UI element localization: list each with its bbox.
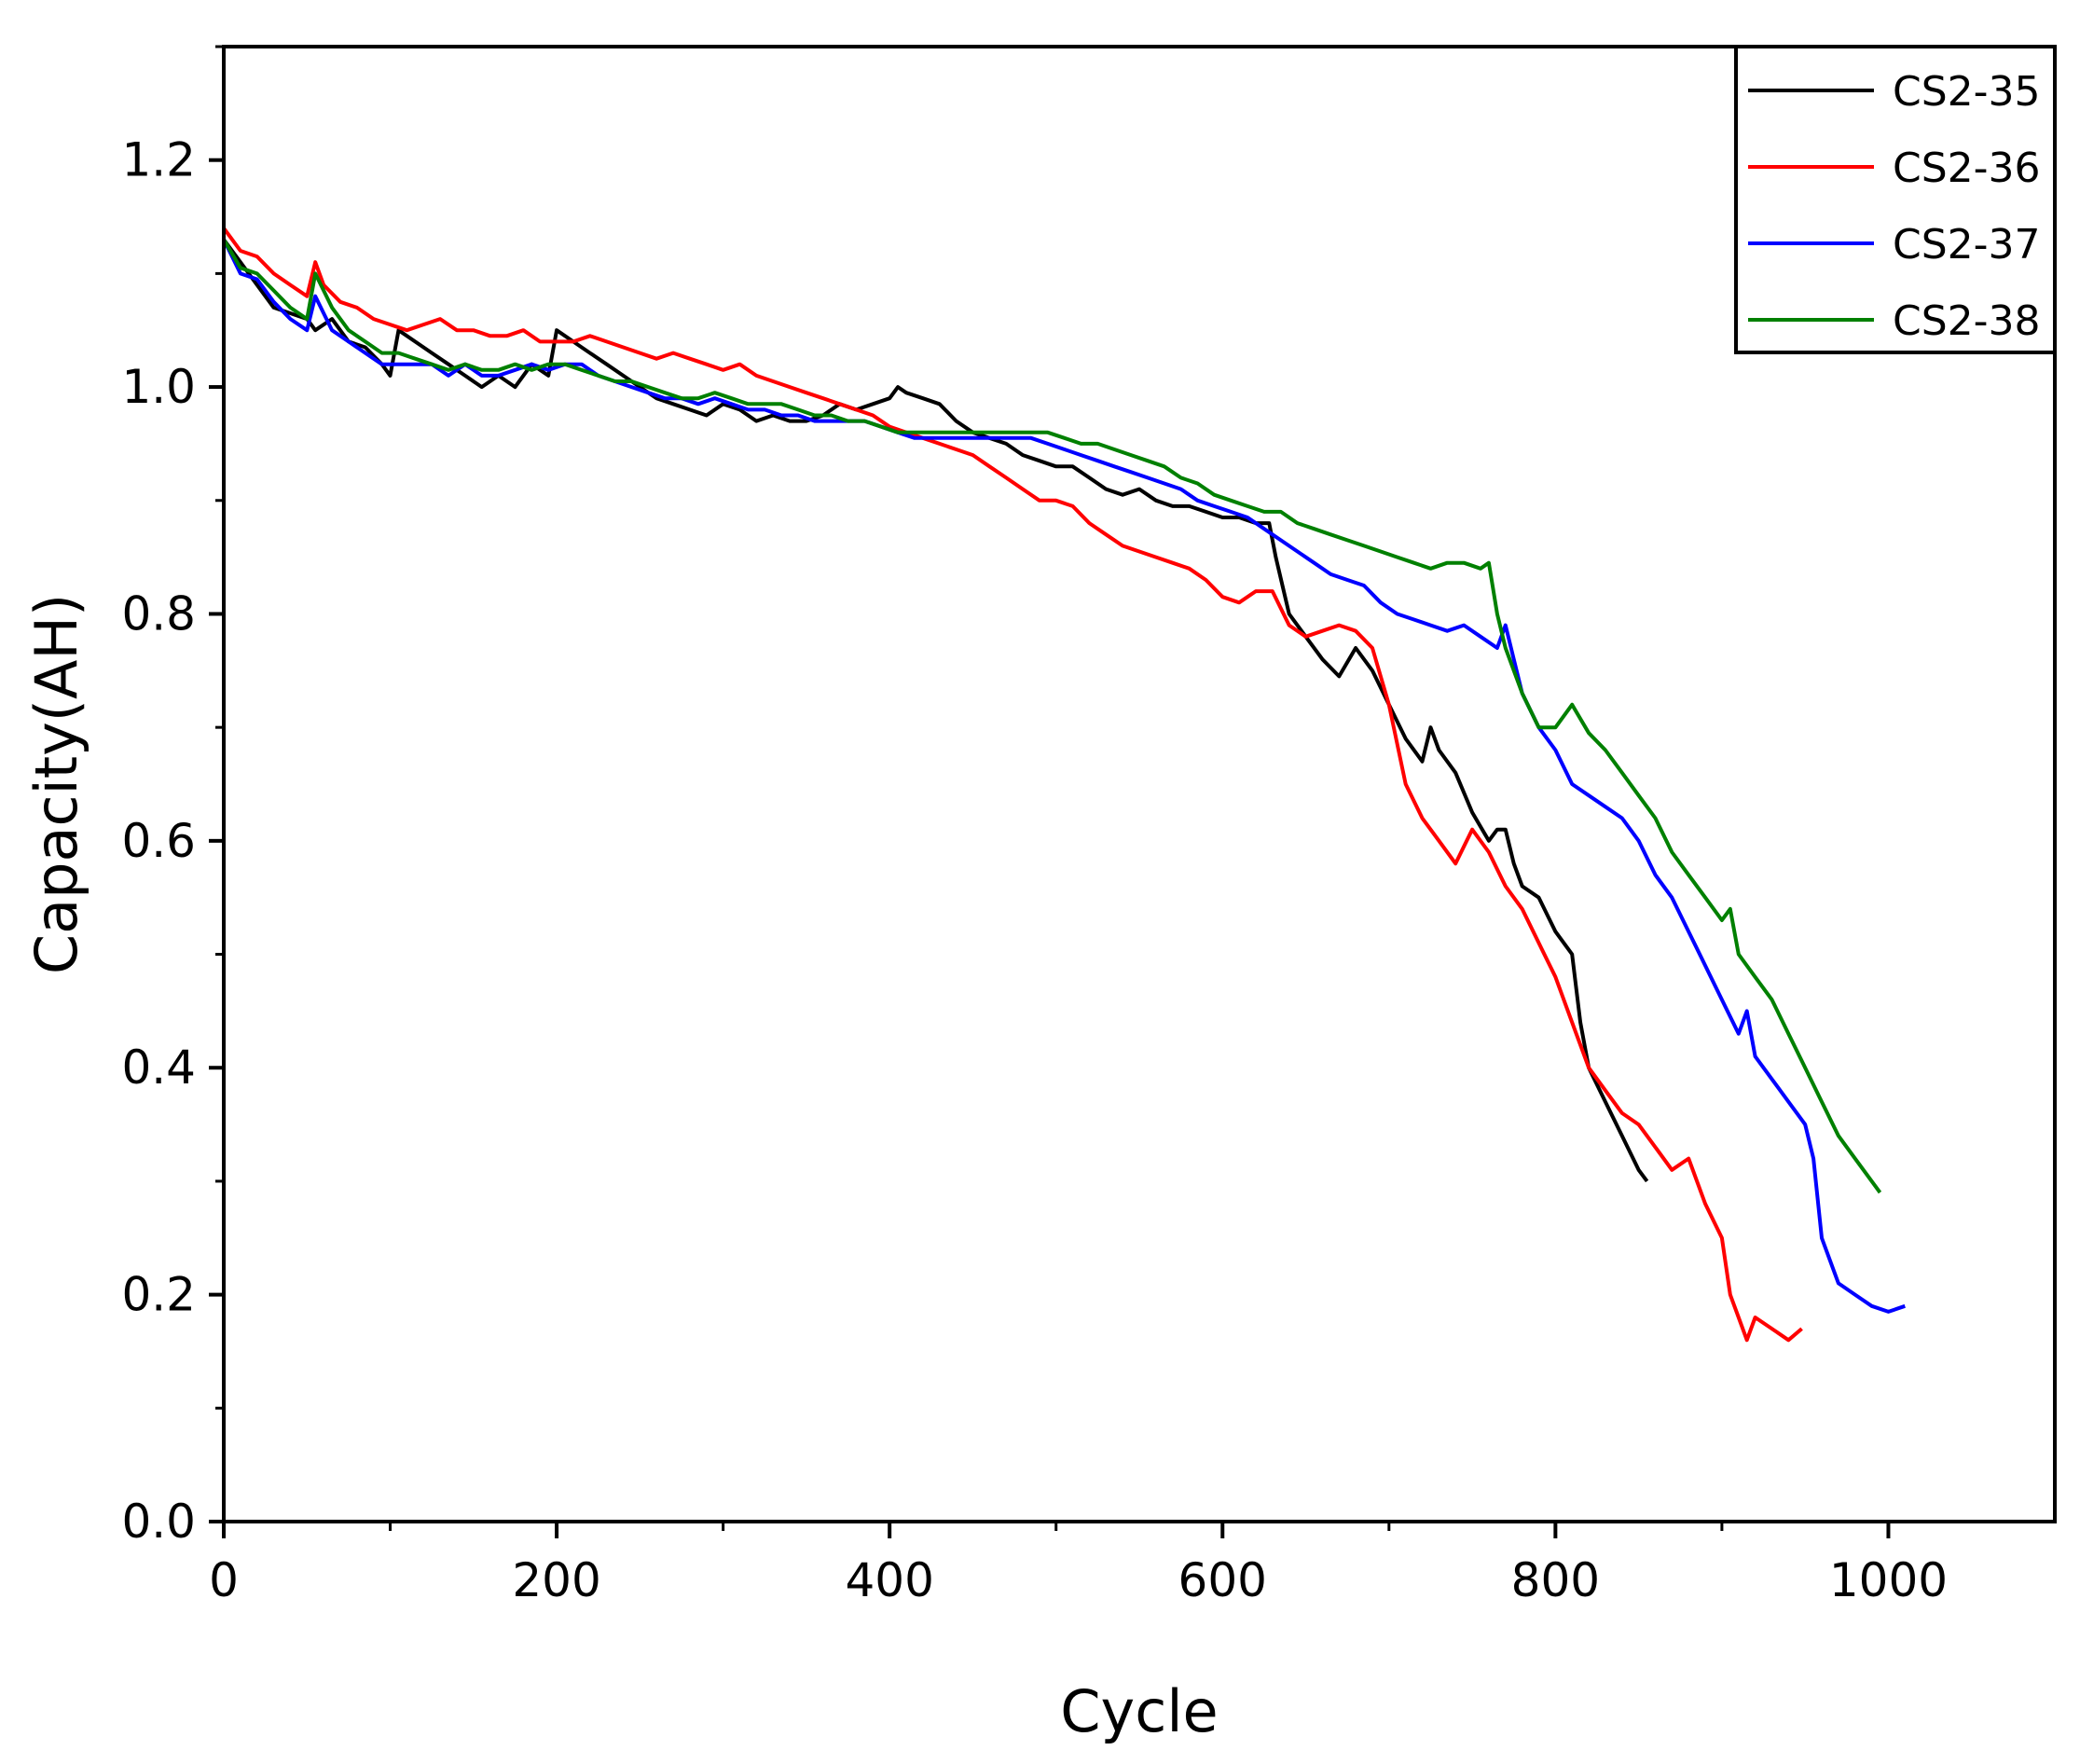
- series-line-cs2-38: [222, 238, 1882, 1194]
- series-line-cs2-36: [222, 227, 1803, 1343]
- y-tick-label: 0.6: [121, 814, 196, 868]
- series-line-cs2-35: [222, 238, 1649, 1183]
- x-tick-label: 0: [209, 1553, 239, 1607]
- legend-label-cs2-37: CS2-37: [1893, 221, 2041, 269]
- x-tick-label: 600: [1178, 1553, 1267, 1607]
- x-tick-label: 200: [512, 1553, 600, 1607]
- series-layer: [222, 227, 1906, 1343]
- y-tick-label: 0.4: [121, 1040, 196, 1095]
- x-tick-label: 1000: [1829, 1553, 1948, 1607]
- legend-box: [1734, 45, 2057, 354]
- x-axis: 0 200 400 600 800 1000: [209, 1522, 1948, 1607]
- legend-label-cs2-36: CS2-36: [1893, 145, 2041, 192]
- legend: CS2-35 CS2-36 CS2-37 CS2-38: [1734, 45, 2057, 354]
- legend-label-cs2-35: CS2-35: [1893, 68, 2041, 116]
- y-tick-label: 1.2: [121, 133, 196, 187]
- legend-label-cs2-38: CS2-38: [1893, 297, 2041, 345]
- y-tick-label: 0.8: [121, 586, 196, 641]
- y-axis: 0.0 0.2 0.4 0.6 0.8 1.0 1.2: [121, 45, 224, 1549]
- y-tick-label: 0.0: [121, 1495, 196, 1549]
- x-axis-title: Cycle: [1060, 1677, 1218, 1745]
- x-tick-label: 400: [845, 1553, 933, 1607]
- y-tick-label: 0.2: [121, 1268, 196, 1322]
- plot-frame: [222, 45, 2057, 1523]
- x-tick-label: 800: [1511, 1553, 1600, 1607]
- y-tick-label: 1.0: [121, 360, 196, 414]
- series-line-cs2-37: [222, 239, 1906, 1314]
- y-axis-title: Capacity(AH): [22, 594, 90, 974]
